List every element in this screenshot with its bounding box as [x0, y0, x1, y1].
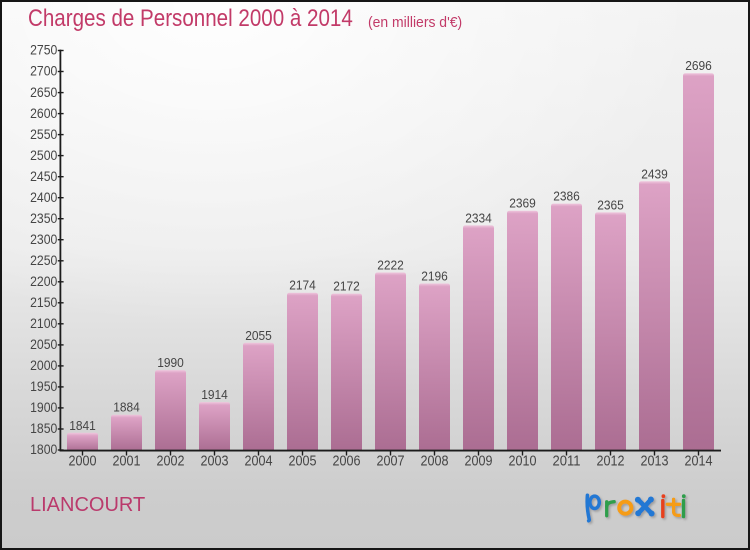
- svg-text:2011: 2011: [553, 453, 581, 469]
- svg-text:2174: 2174: [289, 278, 316, 293]
- svg-text:2055: 2055: [245, 328, 272, 343]
- svg-text:2200: 2200: [30, 274, 57, 289]
- svg-text:2008: 2008: [421, 453, 449, 469]
- svg-text:2000: 2000: [69, 453, 97, 469]
- svg-text:2050: 2050: [30, 337, 57, 352]
- svg-text:1850: 1850: [30, 421, 57, 436]
- svg-text:1914: 1914: [201, 387, 228, 402]
- svg-text:2300: 2300: [30, 232, 57, 247]
- svg-text:2650: 2650: [30, 85, 57, 100]
- svg-text:2450: 2450: [30, 169, 57, 184]
- svg-text:2400: 2400: [30, 190, 57, 205]
- svg-text:2369: 2369: [509, 196, 536, 211]
- svg-text:2350: 2350: [30, 211, 57, 226]
- svg-text:2500: 2500: [30, 148, 57, 163]
- svg-text:2004: 2004: [245, 453, 273, 469]
- svg-text:2006: 2006: [333, 453, 361, 469]
- svg-text:2100: 2100: [30, 316, 57, 331]
- svg-text:2150: 2150: [30, 295, 57, 310]
- svg-text:2014: 2014: [685, 453, 713, 469]
- svg-text:1990: 1990: [157, 355, 184, 370]
- svg-text:2696: 2696: [685, 58, 712, 73]
- svg-text:2386: 2386: [553, 189, 580, 204]
- svg-text:2365: 2365: [597, 197, 624, 212]
- svg-text:1800: 1800: [30, 442, 57, 457]
- svg-text:2010: 2010: [509, 453, 537, 469]
- svg-text:2005: 2005: [289, 453, 317, 469]
- svg-text:2750: 2750: [30, 43, 57, 58]
- svg-text:2196: 2196: [421, 269, 448, 284]
- svg-text:2012: 2012: [597, 453, 625, 469]
- svg-text:2000: 2000: [30, 358, 57, 373]
- svg-text:2439: 2439: [641, 166, 668, 181]
- svg-text:2222: 2222: [377, 258, 404, 273]
- svg-text:2003: 2003: [201, 453, 229, 469]
- svg-text:2600: 2600: [30, 106, 57, 121]
- svg-text:2550: 2550: [30, 127, 57, 142]
- svg-text:1841: 1841: [69, 418, 96, 433]
- svg-text:2002: 2002: [157, 453, 185, 469]
- svg-text:1950: 1950: [30, 379, 57, 394]
- svg-text:2700: 2700: [30, 64, 57, 79]
- svg-text:2013: 2013: [641, 453, 669, 469]
- svg-text:2172: 2172: [333, 279, 360, 294]
- svg-text:2009: 2009: [465, 453, 493, 469]
- svg-text:1884: 1884: [113, 400, 140, 415]
- svg-text:1900: 1900: [30, 400, 57, 415]
- svg-text:2001: 2001: [113, 453, 141, 469]
- svg-text:2250: 2250: [30, 253, 57, 268]
- svg-text:2334: 2334: [465, 210, 492, 225]
- svg-text:2007: 2007: [377, 453, 405, 469]
